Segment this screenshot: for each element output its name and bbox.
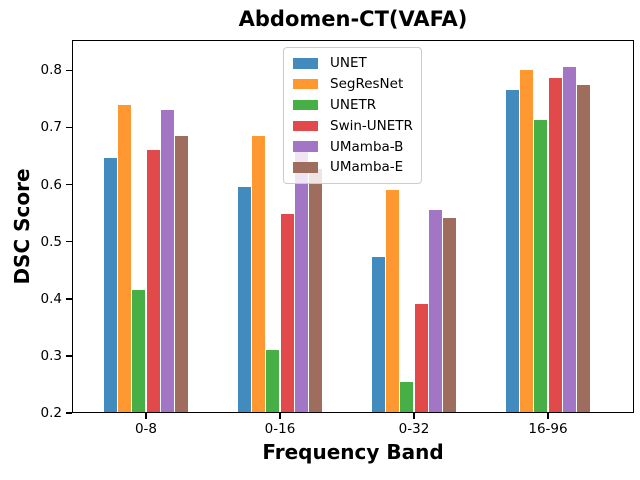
bar-umamba-e-0-32 xyxy=(443,217,456,413)
legend-label: UMamba-E xyxy=(330,159,404,176)
bar-umamba-b-0-32 xyxy=(428,210,442,413)
x-tick-label: 0-32 xyxy=(398,421,430,437)
bar-umamba-b-0-8 xyxy=(160,109,174,413)
x-tick-mark xyxy=(413,413,415,419)
y-tick-mark xyxy=(66,183,72,186)
legend-swatch-segresnet xyxy=(293,78,318,90)
legend: UNET SegResNet UNETR Swin-UNETR UMamba-B UMam… xyxy=(283,47,422,184)
legend-item-segresnet: SegResNet xyxy=(293,74,413,95)
legend-label: SegResNet xyxy=(330,76,404,93)
y-tick-label: 0.5 xyxy=(40,233,62,250)
y-tick-label: 0.3 xyxy=(40,347,62,364)
bar-umamba-e-16-96 xyxy=(577,85,590,413)
legend-label: UNETR xyxy=(330,96,377,113)
bar-unet-0-8 xyxy=(104,158,117,413)
y-tick-label: 0.7 xyxy=(40,119,62,136)
bar-segresnet-0-8 xyxy=(118,105,132,413)
legend-swatch-unet xyxy=(293,58,318,69)
legend-label: UNET xyxy=(330,55,367,72)
bar-unet-16-96 xyxy=(506,90,519,413)
y-tick-mark xyxy=(66,240,72,243)
y-tick-label: 0.4 xyxy=(40,290,62,307)
x-tick-mark xyxy=(145,413,147,419)
legend-label: UMamba-B xyxy=(330,138,404,155)
y-tick-label: 0.8 xyxy=(40,62,62,79)
legend-swatch-umamba-b xyxy=(293,141,318,152)
legend-swatch-umamba-e xyxy=(293,162,318,173)
x-tick-label: 0-16 xyxy=(264,421,296,437)
legend-swatch-swin-unetr xyxy=(293,120,318,132)
bar-segresnet-0-16 xyxy=(252,135,266,413)
bar-umamba-b-16-96 xyxy=(562,66,576,413)
y-tick-mark xyxy=(66,69,72,72)
chart-title: Abdomen-CT(VAFA) xyxy=(238,7,468,31)
bar-swin-unetr-0-8 xyxy=(146,150,160,413)
legend-label: Swin-UNETR xyxy=(330,117,413,134)
y-tick-label: 0.2 xyxy=(40,405,62,421)
y-tick-label: 0.6 xyxy=(40,176,62,193)
legend-swatch-unetr xyxy=(293,99,318,111)
bar-swin-unetr-0-16 xyxy=(280,214,294,413)
bar-swin-unetr-0-32 xyxy=(414,304,428,413)
bar-segresnet-16-96 xyxy=(520,69,534,413)
bar-unetr-0-8 xyxy=(132,289,146,413)
y-tick-mark xyxy=(66,298,72,300)
y-tick-mark xyxy=(66,126,72,129)
legend-item-unet: UNET xyxy=(293,53,413,74)
bar-swin-unetr-16-96 xyxy=(548,77,562,413)
bar-umamba-e-0-8 xyxy=(175,135,188,413)
y-tick-mark xyxy=(66,355,72,357)
bar-unetr-16-96 xyxy=(534,119,548,413)
x-tick-label: 16-96 xyxy=(528,421,568,437)
legend-item-umamba-b: UMamba-B xyxy=(293,136,413,157)
bar-unet-0-16 xyxy=(238,187,251,413)
legend-item-swin-unetr: Swin-UNETR xyxy=(293,115,413,136)
bar-umamba-e-0-16 xyxy=(309,169,322,413)
x-tick-label: 0-8 xyxy=(134,421,158,437)
x-tick-mark xyxy=(547,413,549,419)
bar-umamba-b-0-16 xyxy=(294,148,308,413)
x-axis-label: Frequency Band xyxy=(262,440,444,464)
legend-item-umamba-e: UMamba-E xyxy=(293,157,413,178)
bar-unetr-0-16 xyxy=(266,350,280,413)
y-tick-mark xyxy=(66,412,72,414)
bar-unet-0-32 xyxy=(372,257,385,413)
bar-unetr-0-32 xyxy=(400,382,414,413)
x-tick-mark xyxy=(279,413,281,419)
bar-segresnet-0-32 xyxy=(386,189,400,413)
legend-item-unetr: UNETR xyxy=(293,95,413,116)
